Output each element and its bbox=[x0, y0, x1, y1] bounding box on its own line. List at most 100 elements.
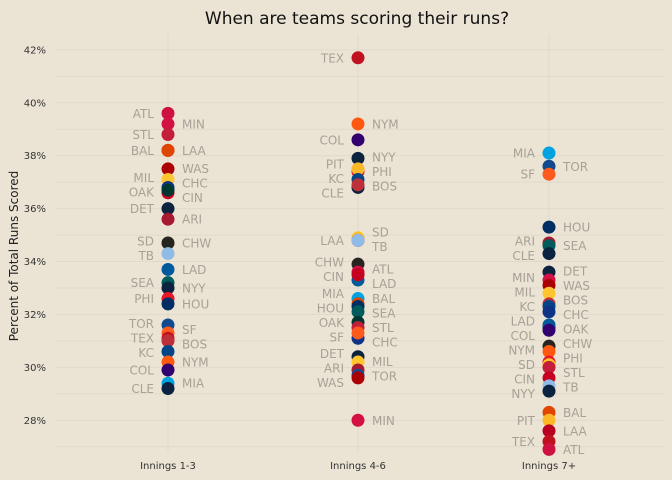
team-label-cle: CLE bbox=[512, 249, 535, 263]
y-tick-label: 34% bbox=[24, 257, 46, 268]
team-label-sf: SF bbox=[520, 168, 535, 182]
team-label-hou: HOU bbox=[563, 221, 590, 235]
team-label-sea: SEA bbox=[372, 307, 396, 321]
team-label-tb: TB bbox=[562, 381, 579, 395]
team-label-pit: PIT bbox=[517, 414, 536, 428]
team-label-atl: ATL bbox=[372, 262, 394, 276]
data-point-cle bbox=[542, 247, 556, 261]
team-label-ari: ARI bbox=[515, 235, 535, 249]
team-label-oak: OAK bbox=[563, 323, 589, 337]
data-point-nyy bbox=[542, 384, 556, 398]
team-label-min: MIN bbox=[182, 117, 205, 131]
data-point-atl bbox=[161, 106, 175, 120]
data-point-oak bbox=[161, 183, 175, 197]
team-label-nyy: NYY bbox=[182, 281, 206, 295]
team-label-sd: SD bbox=[137, 235, 154, 249]
y-axis-ticks: 28% 30% 32% 34% 36% 38% 40% 42% bbox=[24, 45, 46, 426]
data-point-nym bbox=[351, 117, 365, 131]
team-label-chw: CHW bbox=[563, 337, 592, 351]
data-point-tb bbox=[351, 233, 365, 247]
team-label-kc: KC bbox=[328, 172, 344, 186]
team-label-laa: LAA bbox=[182, 144, 207, 158]
data-point-chw bbox=[161, 236, 175, 250]
team-label-tex: TEX bbox=[320, 51, 344, 65]
team-label-hou: HOU bbox=[317, 301, 344, 315]
team-label-col: COL bbox=[129, 363, 154, 377]
data-point-laa bbox=[542, 424, 556, 438]
team-label-sea: SEA bbox=[131, 276, 155, 290]
data-points bbox=[161, 51, 556, 456]
team-label-tex: TEX bbox=[511, 435, 535, 449]
team-label-stl: STL bbox=[132, 128, 154, 142]
team-label-chc: CHC bbox=[372, 336, 398, 350]
data-point-kc bbox=[161, 344, 175, 358]
team-label-ari: ARI bbox=[324, 362, 344, 376]
y-tick-label: 42% bbox=[24, 45, 46, 56]
team-label-chc: CHC bbox=[182, 177, 208, 191]
x-tick-label: Innings 7+ bbox=[522, 461, 576, 472]
data-point-col bbox=[161, 363, 175, 377]
team-label-tex: TEX bbox=[130, 332, 154, 346]
team-label-mia: MIA bbox=[322, 287, 345, 301]
data-point-nym bbox=[542, 344, 556, 358]
data-point-hou bbox=[542, 220, 556, 234]
team-label-was: WAS bbox=[182, 162, 209, 176]
data-point-bos bbox=[161, 334, 175, 348]
team-label-stl: STL bbox=[372, 321, 394, 335]
data-point-stl bbox=[161, 128, 175, 142]
team-label-nym: NYM bbox=[372, 117, 399, 131]
data-point-mia bbox=[542, 146, 556, 160]
team-label-det: DET bbox=[130, 202, 155, 216]
team-label-bal: BAL bbox=[563, 406, 586, 420]
team-label-tb: TB bbox=[371, 240, 388, 254]
team-label-atl: ATL bbox=[133, 107, 155, 121]
team-label-det: DET bbox=[563, 265, 588, 279]
team-label-nym: NYM bbox=[182, 356, 209, 370]
data-point-bal bbox=[161, 143, 175, 157]
team-label-cin: CIN bbox=[514, 373, 535, 387]
team-label-ari: ARI bbox=[182, 213, 202, 227]
team-label-tor: TOR bbox=[562, 160, 588, 174]
team-label-cin: CIN bbox=[182, 191, 203, 205]
team-label-lad: LAD bbox=[182, 263, 206, 277]
y-tick-label: 40% bbox=[24, 98, 46, 109]
data-point-col bbox=[351, 133, 365, 147]
data-point-sea bbox=[351, 305, 365, 319]
team-label-bal: BAL bbox=[131, 144, 154, 158]
data-point-hou bbox=[161, 297, 175, 311]
team-label-col: COL bbox=[510, 329, 535, 343]
team-label-mil: MIL bbox=[514, 286, 535, 300]
data-point-chc bbox=[542, 305, 556, 319]
data-point-bos bbox=[351, 178, 365, 192]
y-tick-label: 28% bbox=[24, 416, 46, 427]
team-label-cle: CLE bbox=[321, 187, 344, 201]
team-label-cin: CIN bbox=[323, 270, 344, 284]
y-tick-label: 36% bbox=[24, 204, 46, 215]
data-point-pit bbox=[542, 413, 556, 427]
team-label-mil: MIL bbox=[133, 171, 154, 185]
team-label-chc: CHC bbox=[563, 308, 589, 322]
data-point-col bbox=[542, 323, 556, 337]
team-label-bal: BAL bbox=[372, 292, 395, 306]
team-label-mil: MIL bbox=[372, 355, 393, 369]
team-label-mia: MIA bbox=[182, 377, 205, 391]
data-point-nyy bbox=[351, 151, 365, 165]
x-tick-label: Innings 4-6 bbox=[330, 461, 386, 472]
team-label-oak: OAK bbox=[319, 316, 345, 330]
team-label-pit: PIT bbox=[326, 158, 345, 172]
team-label-det: DET bbox=[320, 347, 345, 361]
data-point-min bbox=[161, 117, 175, 131]
data-point-was bbox=[351, 371, 365, 385]
team-label-laa: LAA bbox=[320, 234, 345, 248]
team-label-tor: TOR bbox=[371, 369, 397, 383]
team-label-col: COL bbox=[319, 133, 344, 147]
team-label-hou: HOU bbox=[182, 297, 209, 311]
team-label-nym: NYM bbox=[508, 344, 535, 358]
team-label-bos: BOS bbox=[182, 338, 207, 352]
data-point-sf bbox=[542, 167, 556, 181]
data-point-ari bbox=[161, 212, 175, 226]
team-label-bos: BOS bbox=[563, 294, 588, 308]
team-label-sf: SF bbox=[182, 323, 197, 337]
chart-title: When are teams scoring their runs? bbox=[205, 9, 509, 29]
